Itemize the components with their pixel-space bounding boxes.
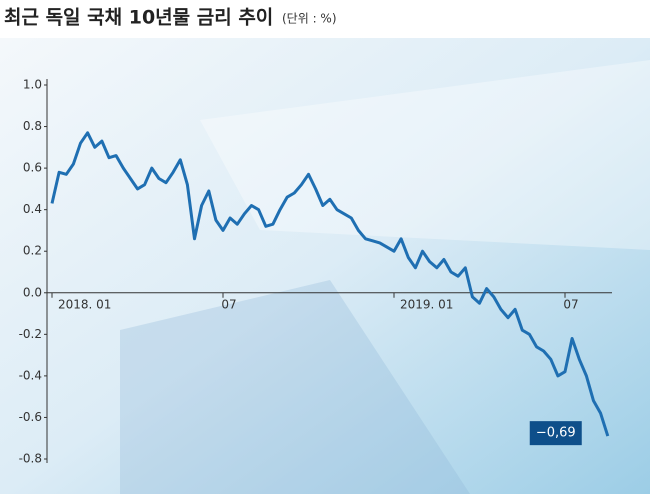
background: [0, 38, 650, 494]
y-tick-label: -0.6: [19, 410, 42, 424]
x-tick-label: 2019. 01: [400, 297, 453, 311]
y-tick-label: -0.8: [19, 452, 42, 466]
x-tick-label: 07: [221, 297, 236, 311]
value-label-box: [529, 421, 582, 446]
x-tick-label: 07: [563, 297, 578, 311]
y-tick-label: 0.4: [23, 202, 42, 216]
background-shape: [200, 60, 650, 250]
y-tick-label: 0.8: [23, 119, 42, 133]
y-tick-label: -0.4: [19, 368, 42, 382]
value-label: −0,69: [536, 426, 576, 441]
chart-title: 최근 독일 국채 10년물 금리 추이: [4, 7, 273, 29]
y-tick-label: 0.6: [23, 161, 42, 175]
y-tick-label: -0.2: [19, 327, 42, 341]
background-shape: [120, 280, 470, 494]
line-series: [50, 131, 610, 437]
chart-subtitle: (단위 : %): [282, 12, 337, 26]
y-tick-label: 1.0: [23, 78, 42, 92]
y-tick-label: 0.0: [23, 285, 42, 299]
y-tick-label: 0.2: [23, 244, 42, 258]
x-tick-label: 2018. 01: [58, 297, 111, 311]
